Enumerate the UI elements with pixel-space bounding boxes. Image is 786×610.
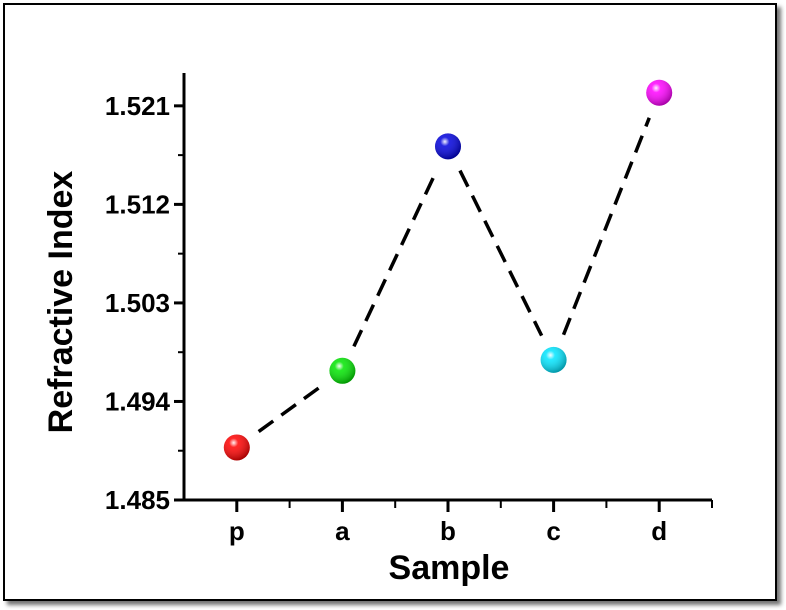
data-point-a (329, 357, 356, 384)
y-tick-label: 1.503 (105, 288, 170, 318)
x-tick-label: p (229, 516, 245, 546)
data-point-b (435, 133, 461, 160)
x-tick-label: d (651, 516, 667, 546)
data-point-shade (435, 133, 461, 160)
y-tick-label: 1.485 (105, 485, 170, 515)
x-tick-label: a (335, 516, 350, 546)
x-tick-label: c (546, 516, 560, 546)
data-point-shade (223, 434, 250, 461)
series-segment (561, 117, 651, 336)
data-point-p (223, 434, 250, 461)
series-segment (352, 170, 439, 348)
labels: Sample Refractive Index (42, 171, 509, 587)
y-tick-label: 1.494 (105, 386, 171, 416)
series-segment (257, 385, 322, 434)
data-point-shade (540, 346, 567, 373)
y-tick-label: 1.521 (105, 91, 170, 121)
data-point-d (646, 79, 673, 106)
series-segment (458, 169, 544, 337)
axes: 1.485 1.494 1.503 1.512 1.521 p a b c d (105, 73, 713, 546)
data-point-c (540, 346, 567, 373)
data-point-shade (329, 357, 356, 384)
data-points (223, 79, 673, 461)
data-point-shade (646, 79, 673, 106)
x-axis-title: Sample (389, 549, 510, 587)
x-tick-label: b (440, 516, 456, 546)
y-tick-label: 1.512 (105, 189, 170, 219)
series-line (257, 117, 651, 434)
y-axis-title: Refractive Index (42, 171, 80, 434)
